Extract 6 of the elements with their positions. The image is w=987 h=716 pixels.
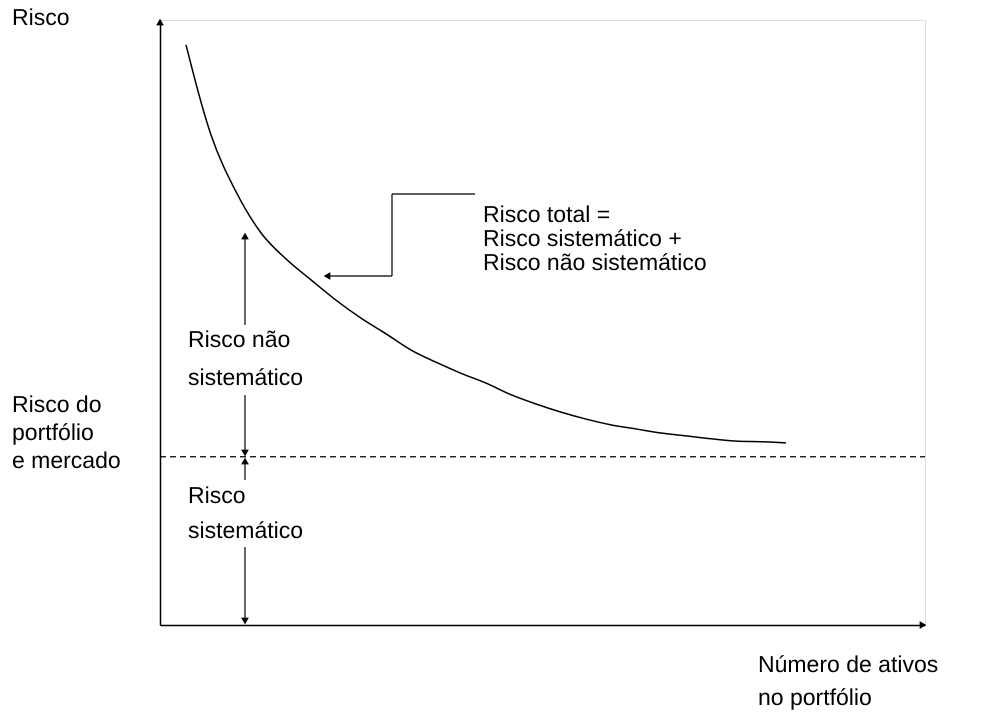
- y-axis-title: Risco: [12, 4, 70, 30]
- annotation: Risco total = Risco sistemático + Risco não sistemático: [483, 201, 707, 275]
- ref-line-label: Risco do portfólio e mercado: [12, 390, 121, 473]
- annotation: Risco não sistemático: [188, 326, 304, 390]
- x-axis-title: Número de ativos no portfólio: [758, 651, 938, 710]
- annotation: Risco sistemático: [188, 482, 304, 543]
